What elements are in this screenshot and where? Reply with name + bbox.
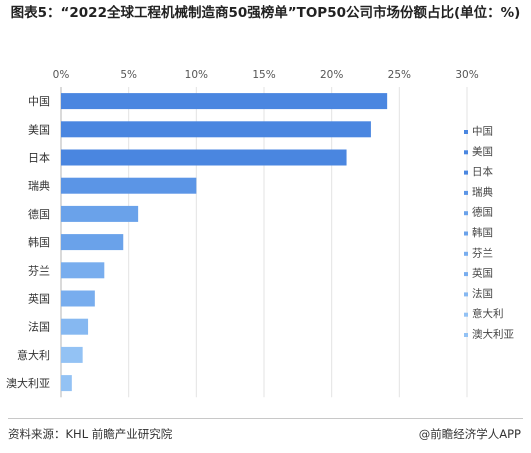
legend-swatch [464,170,468,175]
x-tick-label: 30% [455,69,478,81]
footer-divider [8,418,523,419]
category-label: 中国 [28,95,50,108]
bar-8 [61,318,89,335]
legend-label: 法国 [472,287,493,300]
category-label: 日本 [28,151,50,165]
x-tick-label: 10% [185,69,208,81]
credit-note: @前瞻经济学人APP [418,427,521,441]
legend-label: 澳大利亚 [472,328,514,341]
x-tick-label: 0% [53,69,70,81]
category-label: 美国 [28,123,50,136]
bar-0 [61,93,388,110]
legend-swatch [464,211,468,216]
legend-label: 瑞典 [472,185,493,198]
category-label: 澳大利亚 [6,376,50,390]
category-label: 芬兰 [28,264,50,277]
category-label: 瑞典 [28,179,50,193]
legend-label: 中国 [472,125,493,138]
source-note: 资料来源：KHL 前瞻产业研究院 [8,427,173,441]
legend-swatch [464,231,468,236]
bar-7 [61,290,95,307]
legend-swatch [464,251,468,256]
legend-label: 英国 [472,267,493,280]
x-tick-label: 15% [252,69,275,81]
x-tick-label: 25% [388,69,411,81]
x-tick-label: 20% [320,69,343,81]
bar-1 [61,121,371,138]
legend-swatch [464,312,468,317]
legend-swatch [464,190,468,195]
legend-label: 意大利 [472,307,504,320]
bar-5 [61,234,124,251]
legend-swatch [464,150,468,155]
bar-9 [61,346,83,363]
category-label: 意大利 [17,348,50,362]
legend-label: 美国 [472,145,493,158]
category-label: 法国 [28,320,50,334]
bar-2 [61,149,347,166]
category-label: 韩国 [28,235,50,249]
category-label: 德国 [28,207,50,221]
category-label: 英国 [28,292,50,306]
x-tick-label: 5% [120,69,137,81]
legend-label: 韩国 [472,226,493,239]
bar-4 [61,205,139,222]
bar-10 [61,375,72,392]
legend-label: 芬兰 [472,246,493,259]
legend-swatch [464,333,468,337]
legend-swatch [464,272,468,277]
legend-swatch [464,292,468,297]
legend-swatch [464,130,468,134]
chart-title: 图表5：“2022全球工程机械制造商50强榜单”TOP50公司市场份额占比(单位… [10,5,521,21]
bar-3 [61,177,197,194]
bar-6 [61,262,105,279]
legend-label: 日本 [472,165,493,178]
legend-label: 德国 [472,206,493,219]
